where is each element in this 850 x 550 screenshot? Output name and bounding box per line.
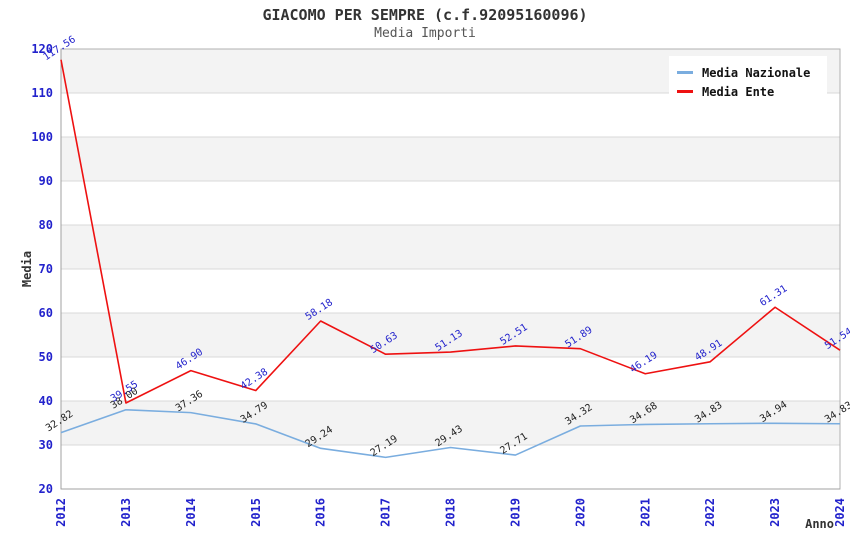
plot-band <box>61 357 840 401</box>
y-tick-label: 110 <box>31 86 53 100</box>
x-tick-label: 2022 <box>703 498 717 527</box>
plot-band <box>61 313 840 357</box>
y-tick-label: 30 <box>39 438 53 452</box>
x-tick-label: 2020 <box>573 498 587 527</box>
media-nazionale-line-swatch <box>677 71 693 74</box>
legend-item-media-nazionale: Media Nazionale <box>677 63 819 82</box>
x-tick-label: 2016 <box>314 498 328 527</box>
y-tick-label: 70 <box>39 262 53 276</box>
plot-band <box>61 181 840 225</box>
y-tick-label: 40 <box>39 394 53 408</box>
x-tick-label: 2018 <box>444 498 458 527</box>
y-axis-title: Media <box>20 251 34 287</box>
x-tick-label: 2019 <box>508 498 522 527</box>
legend-label-media-ente: Media Ente <box>702 84 775 99</box>
chart-title: GIACOMO PER SEMPRE (c.f.92095160096) <box>262 6 588 24</box>
x-tick-label: 2015 <box>249 498 263 527</box>
x-tick-label: 2012 <box>54 498 68 527</box>
legend-label-media-nazionale: Media Nazionale <box>702 65 811 80</box>
plot-band <box>61 225 840 269</box>
x-axis-title: Anno <box>805 517 834 531</box>
chart-subtitle: Media Importi <box>374 26 476 41</box>
x-tick-label: 2023 <box>768 498 782 527</box>
x-tick-label: 2021 <box>638 498 652 527</box>
plot-band <box>61 269 840 313</box>
media-ente-line-swatch <box>677 90 693 93</box>
legend-item-media-ente: Media Ente <box>677 82 819 101</box>
chart-legend: Media Nazionale Media Ente <box>669 56 827 109</box>
y-tick-label: 20 <box>39 482 53 496</box>
plot-band <box>61 445 840 489</box>
y-tick-label: 80 <box>39 218 53 232</box>
y-tick-label: 60 <box>39 306 53 320</box>
x-tick-label: 2013 <box>119 498 133 527</box>
x-tick-label: 2014 <box>184 498 198 527</box>
media-nazionale-line <box>60 408 841 459</box>
plot-band <box>61 137 840 181</box>
media-ente-line <box>60 59 841 404</box>
y-tick-label: 120 <box>31 42 53 56</box>
y-tick-label: 50 <box>39 350 53 364</box>
y-tick-label: 90 <box>39 174 53 188</box>
y-tick-label: 100 <box>31 130 53 144</box>
x-tick-label: 2017 <box>379 498 393 527</box>
x-tick-label: 2024 <box>833 498 847 527</box>
